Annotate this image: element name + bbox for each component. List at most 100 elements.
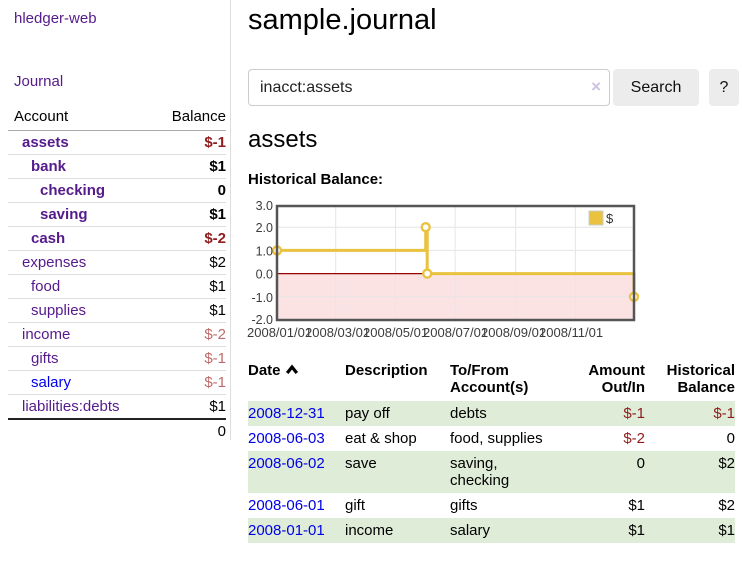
help-button[interactable]: ? <box>709 69 739 106</box>
sidebar-item-journal[interactable]: Journal <box>14 73 64 90</box>
account-balance: $-1 <box>149 130 226 155</box>
historical-balance-chart: $ 3.0 2.0 1.0 0.0 -1.0 -2.0 2008/01/01 2… <box>247 199 642 347</box>
txn-accounts: salary <box>450 522 491 539</box>
txn-accounts: debts <box>450 405 487 422</box>
col-accounts: To/From Account(s) <box>450 362 529 396</box>
app-brand-link[interactable]: hledger-web <box>14 10 97 27</box>
svg-text:1.0: 1.0 <box>256 244 273 258</box>
account-page-title: assets <box>248 126 318 153</box>
col-amount: Amount Out/In <box>588 362 645 396</box>
account-link-bank[interactable]: bank <box>31 158 67 175</box>
plot-border <box>275 204 636 322</box>
account-link-saving[interactable]: saving <box>40 206 88 223</box>
account-link-gifts[interactable]: gifts <box>31 350 59 367</box>
accounts-col-account: Account <box>8 104 150 131</box>
txn-accounts: food, supplies <box>450 430 543 447</box>
accounts-table: Account Balance assets $-1 bank $1 check… <box>8 104 226 443</box>
account-balance: $-1 <box>149 370 226 395</box>
account-link-supplies[interactable]: supplies <box>31 302 87 319</box>
svg-text:3.0: 3.0 <box>256 200 273 213</box>
txn-amount: $1 <box>628 522 645 539</box>
txn-amount: $-1 <box>623 405 645 422</box>
txn-date-link[interactable]: 2008-06-03 <box>248 430 325 447</box>
account-balance: $1 <box>149 274 226 299</box>
account-row: food $1 <box>8 274 226 299</box>
svg-text:-2.0: -2.0 <box>251 313 273 327</box>
col-date[interactable]: Date <box>248 358 345 401</box>
account-row: saving $1 <box>8 202 226 227</box>
txn-date-link[interactable]: 2008-06-02 <box>248 455 325 472</box>
chart-legend: $ <box>588 210 614 226</box>
txn-description: eat & shop <box>345 430 417 447</box>
clear-search-icon[interactable]: × <box>591 77 601 96</box>
txn-accounts: gifts <box>450 497 478 514</box>
account-link-salary[interactable]: salary <box>31 374 72 391</box>
txn-balance: $1 <box>718 522 735 539</box>
register-row: 2008-12-31 pay off debts $-1 $-1 <box>248 401 735 426</box>
legend-swatch <box>588 210 604 226</box>
account-balance: $2 <box>149 250 226 275</box>
account-link-cash[interactable]: cash <box>31 230 66 247</box>
y-axis-labels: 3.0 2.0 1.0 0.0 -1.0 -2.0 <box>251 199 273 327</box>
sidebar: hledger-web Journal Account Balance asse… <box>0 0 230 443</box>
register-header-row: Date Description To/From Account(s) Amou… <box>248 358 735 401</box>
col-description: Description <box>345 362 428 379</box>
legend-label: $ <box>606 211 614 226</box>
search-bar: × Search ? <box>248 69 739 106</box>
chart-title: Historical Balance: <box>248 171 384 188</box>
account-row: gifts $-1 <box>8 346 226 371</box>
account-balance: $1 <box>149 202 226 227</box>
account-link-income[interactable]: income <box>22 326 71 343</box>
txn-balance: $-1 <box>713 405 735 422</box>
account-balance: $1 <box>149 394 226 419</box>
txn-date-link[interactable]: 2008-12-31 <box>248 405 325 422</box>
sidebar-divider <box>230 0 231 440</box>
page-title: sample.journal <box>248 4 437 36</box>
account-link-assets[interactable]: assets <box>22 134 69 151</box>
account-balance: $1 <box>149 298 226 323</box>
chart-canvas: $ 3.0 2.0 1.0 0.0 -1.0 -2.0 <box>251 199 640 327</box>
account-row: assets $-1 <box>8 130 226 155</box>
txn-amount: 0 <box>636 455 645 472</box>
register-row: 2008-06-01 gift gifts $1 $2 <box>248 493 735 518</box>
x-axis-labels: 2008/01/01 2008/03/01 2008/05/01 2008/07… <box>247 325 604 340</box>
svg-text:-1.0: -1.0 <box>251 291 273 305</box>
txn-description: pay off <box>345 405 390 422</box>
account-row: expenses $2 <box>8 250 226 275</box>
account-balance: $-2 <box>149 226 226 251</box>
account-row: salary $-1 <box>8 370 226 395</box>
account-link-checking[interactable]: checking <box>40 182 106 199</box>
account-balance: $1 <box>149 154 226 179</box>
register-row: 2008-01-01 income salary $1 $1 <box>248 518 735 543</box>
account-balance: $-1 <box>149 346 226 371</box>
account-link-liabilities-debts[interactable]: liabilities:debts <box>22 398 120 415</box>
txn-balance: 0 <box>726 430 735 447</box>
account-link-food[interactable]: food <box>31 278 61 295</box>
accounts-col-balance: Balance <box>149 104 226 131</box>
sort-ascending-icon <box>285 362 299 379</box>
search-button[interactable]: Search <box>613 69 699 106</box>
account-row: bank $1 <box>8 154 226 179</box>
col-date-label: Date <box>248 362 281 379</box>
svg-text:2.0: 2.0 <box>256 221 273 235</box>
account-balance: 0 <box>149 178 226 203</box>
accounts-total-value: 0 <box>8 418 226 443</box>
txn-description: save <box>345 455 377 472</box>
col-balance: Historical Balance <box>666 362 735 396</box>
txn-date-link[interactable]: 2008-06-01 <box>248 497 325 514</box>
account-row: supplies $1 <box>8 298 226 323</box>
txn-balance: $2 <box>718 455 735 472</box>
account-link-expenses[interactable]: expenses <box>22 254 87 271</box>
register-row: 2008-06-02 save saving, checking 0 $2 <box>248 451 735 493</box>
account-row: income $-2 <box>8 322 226 347</box>
txn-accounts: saving, checking <box>450 455 510 489</box>
register-table: Date Description To/From Account(s) Amou… <box>248 358 735 543</box>
account-row: cash $-2 <box>8 226 226 251</box>
search-input[interactable] <box>248 69 610 106</box>
account-row: liabilities:debts $1 <box>8 394 226 419</box>
accounts-total-row: 0 <box>8 418 226 443</box>
txn-balance: $2 <box>718 497 735 514</box>
txn-amount: $1 <box>628 497 645 514</box>
txn-date-link[interactable]: 2008-01-01 <box>248 522 325 539</box>
txn-amount: $-2 <box>623 430 645 447</box>
